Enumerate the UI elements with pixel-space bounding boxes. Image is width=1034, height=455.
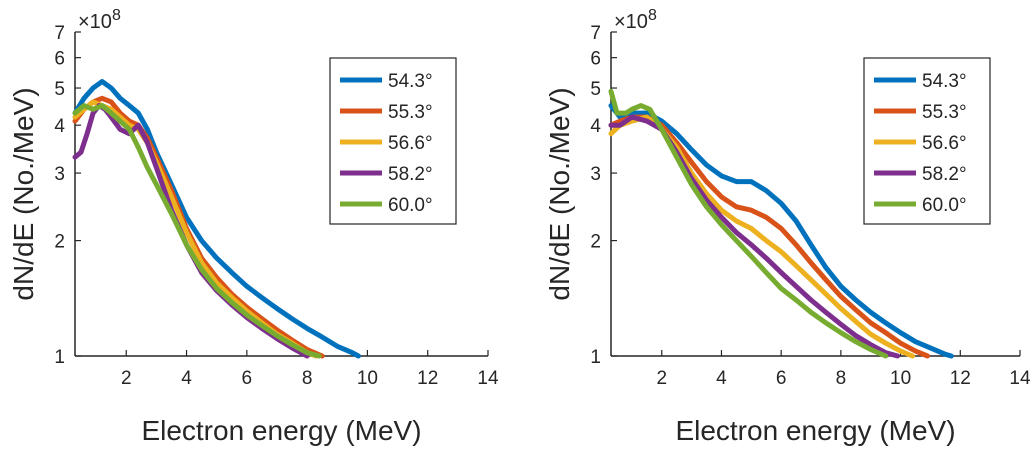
legend-label: 55.3° — [388, 102, 433, 123]
x-tick-label: 6 — [776, 368, 787, 389]
legend-label: 58.2° — [922, 164, 967, 185]
y-multiplier-base: ×10 — [614, 11, 648, 33]
x-tick-label: 2 — [121, 368, 132, 389]
y-tick-label: 3 — [54, 164, 65, 185]
x-tick-label: 6 — [242, 368, 253, 389]
legend: 54.3° 55.3° 56.6° 58.2° 60.0° — [863, 57, 991, 225]
x-axis-label: Electron energy (MeV) — [141, 415, 421, 446]
x-tick-label: 12 — [950, 368, 971, 389]
y-tick-label: 1 — [590, 347, 601, 368]
y-tick-label: 2 — [54, 232, 65, 253]
y-tick-label: 6 — [590, 49, 601, 70]
y-tick-label: 7 — [54, 23, 65, 44]
x-tick-label: 12 — [417, 368, 438, 389]
series-line-1 — [608, 103, 954, 359]
x-tick-label: 10 — [357, 368, 378, 389]
legend: 54.3° 55.3° 56.6° 58.2° 60.0° — [329, 57, 457, 225]
y-tick-label: 7 — [590, 23, 601, 44]
legend-label: 58.2° — [388, 164, 433, 185]
y-multiplier-base: ×10 — [78, 11, 112, 33]
legend-label: 56.6° — [922, 133, 967, 154]
y-tick-label: 2 — [590, 232, 601, 253]
legend-label: 55.3° — [922, 102, 967, 123]
y-tick-label: 5 — [54, 79, 65, 100]
series-line-1 — [72, 79, 361, 359]
y-multiplier-exp: 8 — [648, 7, 657, 24]
y-tick-label: 3 — [590, 164, 601, 185]
legend-label: 54.3° — [388, 71, 433, 92]
series-line-5 — [72, 103, 322, 359]
legend-label: 54.3° — [922, 71, 967, 92]
legend-label: 60.0° — [388, 195, 433, 216]
y-tick-label: 4 — [590, 116, 601, 137]
y-tick-label: 4 — [54, 116, 65, 137]
x-tick-label: 14 — [1009, 368, 1031, 389]
x-tick-label: 8 — [836, 368, 847, 389]
y-multiplier-label: ×108 — [78, 7, 121, 33]
x-tick-label: 14 — [477, 368, 499, 389]
x-tick-label: 8 — [302, 368, 313, 389]
y-axis-label: dN/dE (No./MeV) — [8, 87, 39, 300]
series-line-5 — [608, 88, 889, 359]
series-line-2 — [72, 95, 325, 359]
y-tick-label: 1 — [54, 347, 65, 368]
x-tick-label: 2 — [656, 368, 667, 389]
series-line-4 — [608, 114, 901, 359]
x-tick-label: 4 — [716, 368, 727, 389]
x-tick-label: 10 — [890, 368, 911, 389]
x-axis-label: Electron energy (MeV) — [675, 415, 955, 446]
y-tick-label: 5 — [590, 79, 601, 100]
legend-label: 60.0° — [922, 195, 967, 216]
y-axis-label: dN/dE (No./MeV) — [544, 87, 575, 300]
series-line-4 — [72, 103, 310, 359]
y-multiplier-exp: 8 — [112, 7, 121, 24]
y-multiplier-label: ×108 — [614, 7, 657, 33]
y-tick-label: 6 — [54, 49, 65, 70]
legend-label: 56.6° — [388, 133, 433, 154]
x-tick-label: 4 — [181, 368, 192, 389]
